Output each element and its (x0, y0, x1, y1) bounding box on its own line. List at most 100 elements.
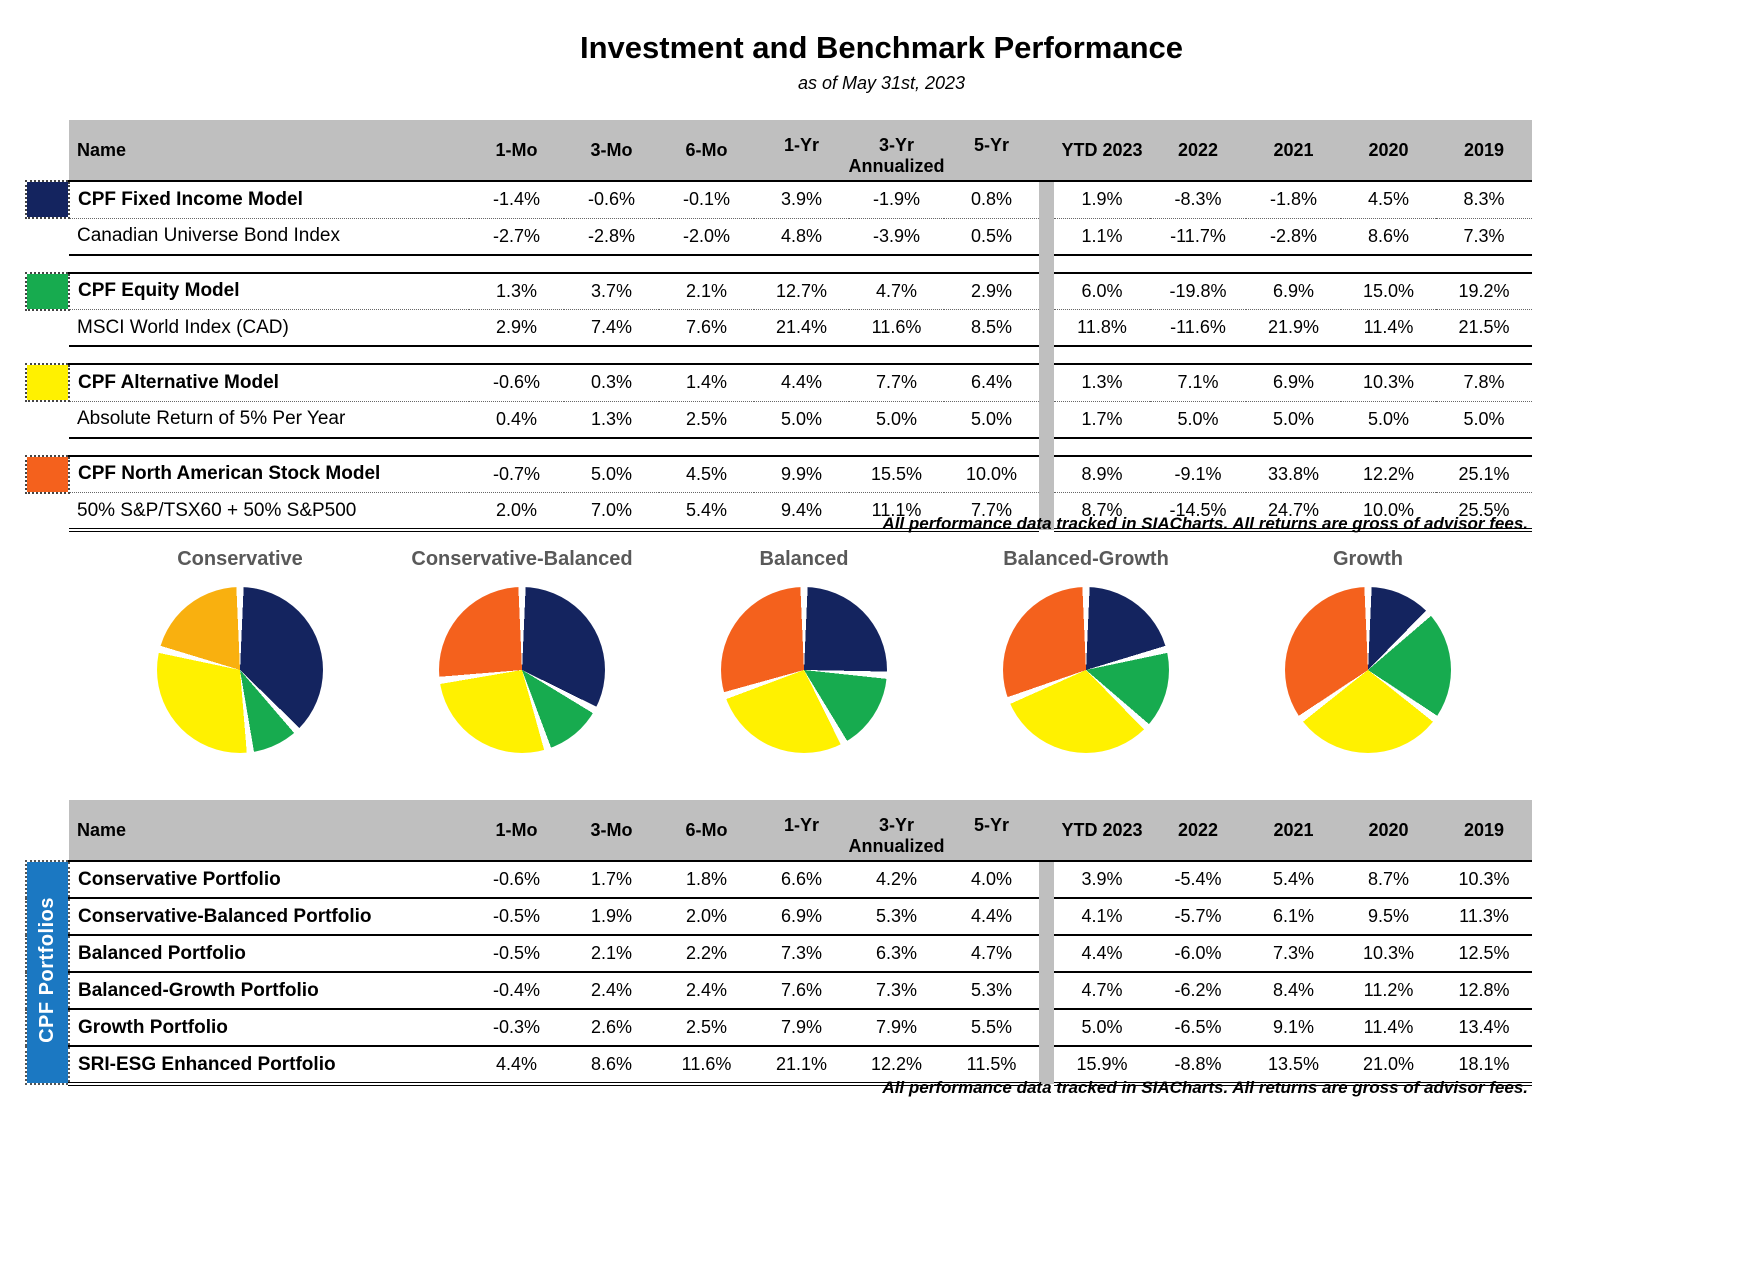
column-header: 2019 (1436, 800, 1532, 862)
value-cell: 0.4% (469, 401, 564, 439)
value-cell: 10.3% (1341, 935, 1436, 973)
swatch-spacer (26, 309, 69, 346)
value-cell: 6.9% (754, 898, 849, 936)
value-cell: 6.3% (849, 935, 944, 973)
value-cell: 1.7% (1054, 401, 1150, 439)
value-cell: 5.3% (849, 898, 944, 936)
pie-title: Balanced (759, 548, 849, 570)
value-cell: 0.3% (564, 363, 659, 402)
swatch-spacer (26, 492, 69, 530)
name-cell: SRI-ESG Enhanced Portfolio (69, 1046, 469, 1086)
value-cell: 15.9% (1054, 1046, 1150, 1086)
value-cell: 18.1% (1436, 1046, 1532, 1086)
pie-block-conservative: Conservative (99, 548, 381, 753)
model-swatch (25, 180, 70, 219)
name-cell: Balanced Portfolio (69, 935, 469, 973)
value-cell: 4.1% (1054, 898, 1150, 936)
column-header: 1-Yr (754, 120, 849, 156)
value-cell: 4.2% (849, 861, 944, 899)
value-cell: 4.4% (1054, 935, 1150, 973)
column-header: 2020 (1341, 800, 1436, 862)
column-header: 3-Mo (564, 120, 659, 182)
value-cell: 9.1% (1246, 1009, 1341, 1047)
value-cell: 7.7% (944, 492, 1039, 532)
value-cell: 2.0% (659, 898, 754, 936)
value-cell: 3.7% (564, 271, 659, 310)
header-divider (1039, 800, 1054, 862)
value-cell: 1.7% (564, 861, 659, 899)
value-cell: 7.7% (849, 363, 944, 402)
value-cell: 1.8% (659, 861, 754, 899)
name-cell: CPF Alternative Model (69, 363, 469, 402)
divider-cell (1039, 972, 1054, 1009)
value-cell: -0.3% (469, 1009, 564, 1047)
spacer-cell (1054, 438, 1532, 456)
value-cell: 7.4% (564, 309, 659, 347)
model-row: Canadian Universe Bond Index -2.7% -2.8% -2… (26, 218, 1532, 256)
header-row: Name 1-Mo 3-Mo 6-Mo 1-Yr 3-Yr 5-Yr YTD 2023 2022… (26, 120, 1532, 182)
value-cell: 25.1% (1436, 454, 1532, 493)
spacer-cell (26, 255, 1039, 273)
annualized-label: Annualized (754, 156, 1039, 182)
column-header: 1-Mo (469, 120, 564, 182)
value-cell: 7.1% (1150, 363, 1246, 402)
value-cell: 15.5% (849, 454, 944, 493)
cpf-portfolios-sidebar-label: CPF Portfolios (36, 897, 58, 1043)
column-header: YTD 2023 (1054, 120, 1150, 182)
name-cell: Conservative-Balanced Portfolio (69, 898, 469, 936)
divider-cell (1039, 492, 1054, 530)
value-cell: 8.3% (1436, 180, 1532, 219)
column-header: 1-Yr (754, 800, 849, 836)
column-header: 2019 (1436, 120, 1532, 182)
value-cell: -0.4% (469, 972, 564, 1010)
value-cell: 5.0% (754, 401, 849, 439)
value-cell: -0.1% (659, 180, 754, 219)
column-header: 6-Mo (659, 800, 754, 862)
model-swatch (25, 363, 70, 402)
value-cell: 1.3% (469, 271, 564, 310)
divider-cell (1039, 309, 1054, 346)
value-cell: 11.1% (849, 492, 944, 532)
swatch-spacer (26, 401, 69, 438)
value-cell: -0.5% (469, 898, 564, 936)
model-swatch (25, 454, 70, 494)
value-cell: 2.4% (659, 972, 754, 1010)
name-cell: Absolute Return of 5% Per Year (69, 401, 469, 439)
value-cell: 12.2% (1341, 454, 1436, 493)
pie-title: Conservative (177, 548, 303, 570)
header-subrow: Annualized (26, 836, 1532, 862)
value-cell: 4.4% (944, 898, 1039, 936)
value-cell: -2.7% (469, 218, 564, 256)
table-header: Name 1-Mo 3-Mo 6-Mo 1-Yr 3-Yr 5-Yr YTD 2023 2022… (26, 800, 1532, 862)
swatch-column-header (26, 800, 69, 861)
name-cell: CPF North American Stock Model (69, 454, 469, 493)
header-divider (1039, 120, 1054, 182)
portfolios-table: Name 1-Mo 3-Mo 6-Mo 1-Yr 3-Yr 5-Yr YTD 2023 2022… (25, 800, 1532, 1086)
value-cell: 8.7% (1341, 861, 1436, 899)
value-cell: 7.3% (849, 972, 944, 1010)
value-cell: 12.2% (849, 1046, 944, 1086)
value-cell: 3.9% (754, 180, 849, 219)
swatch-spacer (26, 218, 69, 255)
value-cell: 5.5% (944, 1009, 1039, 1047)
value-cell: 21.4% (754, 309, 849, 347)
value-cell: -1.4% (469, 180, 564, 219)
portfolio-row: Balanced Portfolio -0.5% 2.1% 2.2% 7.3% 6.3% 4… (26, 935, 1532, 973)
value-cell: 12.7% (754, 271, 849, 310)
value-cell: 6.1% (1246, 898, 1341, 936)
value-cell: -8.3% (1150, 180, 1246, 219)
value-cell: 3.9% (1054, 861, 1150, 899)
model-swatch (25, 271, 70, 311)
value-cell: 5.0% (1150, 401, 1246, 439)
value-cell: 9.5% (1341, 898, 1436, 936)
value-cell: 4.7% (944, 935, 1039, 973)
model-row: CPF Equity Model 1.3% 3.7% 2.1% 12.7% 4.7% 2.9… (25, 271, 1532, 311)
value-cell: 4.7% (1054, 972, 1150, 1010)
divider-cell (1039, 898, 1054, 935)
value-cell: 21.0% (1341, 1046, 1436, 1086)
header-row: Name 1-Mo 3-Mo 6-Mo 1-Yr 3-Yr 5-Yr YTD 2023 2022… (26, 800, 1532, 862)
portfolio-row: Balanced-Growth Portfolio -0.4% 2.4% 2.4% 7.… (26, 972, 1532, 1010)
value-cell: 8.9% (1054, 454, 1150, 493)
value-cell: -6.2% (1150, 972, 1246, 1010)
value-cell: 15.0% (1341, 271, 1436, 310)
